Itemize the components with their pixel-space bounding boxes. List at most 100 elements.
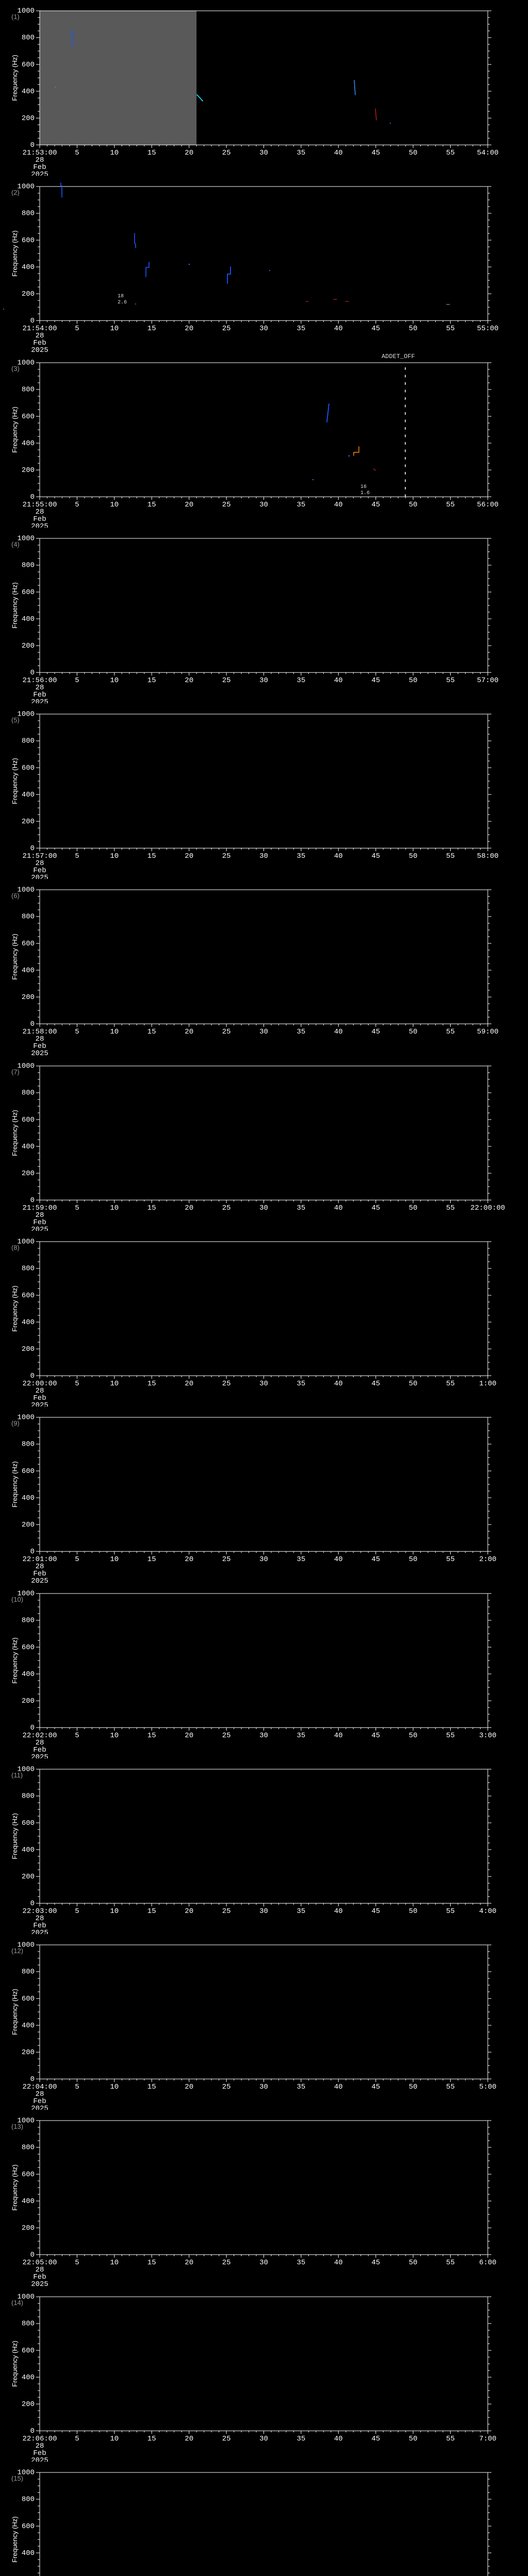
svg-text:45: 45 — [371, 325, 380, 333]
svg-text:35: 35 — [296, 1028, 305, 1037]
svg-text:Frequency (Hz): Frequency (Hz) — [11, 2165, 19, 2211]
svg-text:5: 5 — [75, 501, 79, 509]
svg-text:200: 200 — [22, 642, 35, 650]
svg-text:400: 400 — [22, 615, 35, 623]
svg-text:55: 55 — [446, 2083, 455, 2091]
svg-text:800: 800 — [22, 913, 35, 921]
svg-text:20: 20 — [185, 1380, 193, 1388]
svg-text:35: 35 — [296, 1380, 305, 1388]
svg-text:0: 0 — [30, 1020, 35, 1028]
svg-text:25: 25 — [222, 325, 231, 333]
svg-text:35: 35 — [296, 325, 305, 333]
svg-text:400: 400 — [22, 439, 35, 447]
svg-text:10: 10 — [110, 1380, 119, 1388]
svg-text:50: 50 — [409, 852, 418, 860]
svg-text:400: 400 — [22, 1142, 35, 1150]
svg-text:Frequency (Hz): Frequency (Hz) — [11, 582, 19, 628]
svg-text:22:00:00: 22:00:00 — [470, 1204, 505, 1212]
svg-text:55: 55 — [446, 1204, 455, 1212]
svg-text:600: 600 — [22, 236, 35, 245]
svg-text:50: 50 — [409, 1732, 418, 1740]
svg-text:15: 15 — [147, 2435, 156, 2443]
svg-text:800: 800 — [22, 1440, 35, 1449]
svg-text:5: 5 — [75, 2435, 79, 2443]
svg-text:45: 45 — [371, 2083, 380, 2091]
svg-text:400: 400 — [22, 1318, 35, 1327]
svg-text:20: 20 — [185, 2259, 193, 2267]
svg-text:20: 20 — [185, 149, 193, 157]
svg-text:45: 45 — [371, 852, 380, 860]
svg-text:40: 40 — [334, 325, 343, 333]
svg-text:800: 800 — [22, 2496, 35, 2504]
svg-text:50: 50 — [409, 149, 418, 157]
svg-text:30: 30 — [259, 1555, 268, 1564]
svg-text:(7): (7) — [11, 1068, 20, 1076]
svg-text:0: 0 — [30, 844, 35, 853]
svg-text:200: 200 — [22, 466, 35, 474]
svg-text:25: 25 — [222, 501, 231, 509]
svg-text:600: 600 — [22, 1819, 35, 1827]
svg-text:40: 40 — [334, 2259, 343, 2267]
svg-text:Frequency (Hz): Frequency (Hz) — [11, 231, 19, 277]
svg-text:600: 600 — [22, 1467, 35, 1476]
svg-text:35: 35 — [296, 1907, 305, 1916]
svg-text:45: 45 — [371, 1555, 380, 1564]
svg-text:200: 200 — [22, 114, 35, 123]
svg-text:30: 30 — [259, 1204, 268, 1212]
svg-text:(10): (10) — [11, 1596, 23, 1603]
svg-text:5:00: 5:00 — [479, 2083, 497, 2091]
svg-text:200: 200 — [22, 2400, 35, 2409]
svg-text:Frequency (Hz): Frequency (Hz) — [11, 1285, 19, 1331]
svg-text:40: 40 — [334, 1555, 343, 1564]
svg-text:55: 55 — [446, 1028, 455, 1037]
svg-text:30: 30 — [259, 1907, 268, 1916]
svg-text:55: 55 — [446, 852, 455, 860]
svg-text:50: 50 — [409, 676, 418, 685]
svg-text:200: 200 — [22, 993, 35, 1002]
svg-text:4:00: 4:00 — [479, 1907, 497, 1916]
svg-text:200: 200 — [22, 1697, 35, 1705]
svg-text:58:00: 58:00 — [477, 852, 499, 860]
svg-text:1000: 1000 — [17, 1062, 35, 1070]
svg-text:45: 45 — [371, 501, 380, 509]
svg-text:16: 16 — [360, 484, 367, 489]
svg-text:15: 15 — [147, 1732, 156, 1740]
svg-text:0: 0 — [30, 2251, 35, 2259]
svg-text:35: 35 — [296, 2083, 305, 2091]
svg-text:600: 600 — [22, 2522, 35, 2531]
svg-text:200: 200 — [22, 2048, 35, 2057]
svg-text:2:00: 2:00 — [479, 1555, 497, 1564]
svg-text:20: 20 — [185, 1732, 193, 1740]
svg-text:40: 40 — [334, 1028, 343, 1037]
svg-text:10: 10 — [110, 149, 119, 157]
svg-text:1000: 1000 — [17, 359, 35, 367]
svg-text:Frequency (Hz): Frequency (Hz) — [11, 2516, 19, 2562]
svg-text:50: 50 — [409, 2083, 418, 2091]
svg-text:(12): (12) — [11, 1947, 23, 1955]
svg-text:15: 15 — [147, 1907, 156, 1916]
svg-text:10: 10 — [110, 2083, 119, 2091]
svg-text:(1): (1) — [11, 13, 20, 21]
svg-text:1000: 1000 — [17, 1414, 35, 1422]
svg-text:3:00: 3:00 — [479, 1732, 497, 1740]
svg-text:10: 10 — [110, 852, 119, 860]
svg-text:10: 10 — [110, 501, 119, 509]
svg-text:20: 20 — [185, 852, 193, 860]
svg-text:0: 0 — [30, 1900, 35, 1908]
svg-text:55: 55 — [446, 2435, 455, 2443]
svg-text:15: 15 — [147, 1028, 156, 1037]
svg-text:600: 600 — [22, 588, 35, 597]
svg-text:57:00: 57:00 — [477, 676, 499, 685]
svg-text:5: 5 — [75, 1732, 79, 1740]
svg-text:10: 10 — [110, 1555, 119, 1564]
svg-text:0: 0 — [30, 669, 35, 677]
svg-text:55: 55 — [446, 676, 455, 685]
svg-text:35: 35 — [296, 1204, 305, 1212]
svg-text:200: 200 — [22, 1170, 35, 1178]
svg-text:5: 5 — [75, 1555, 79, 1564]
svg-text:55: 55 — [446, 1732, 455, 1740]
svg-text:50: 50 — [409, 2435, 418, 2443]
svg-text:600: 600 — [22, 940, 35, 948]
svg-text:800: 800 — [22, 737, 35, 745]
svg-text:0: 0 — [30, 2427, 35, 2435]
